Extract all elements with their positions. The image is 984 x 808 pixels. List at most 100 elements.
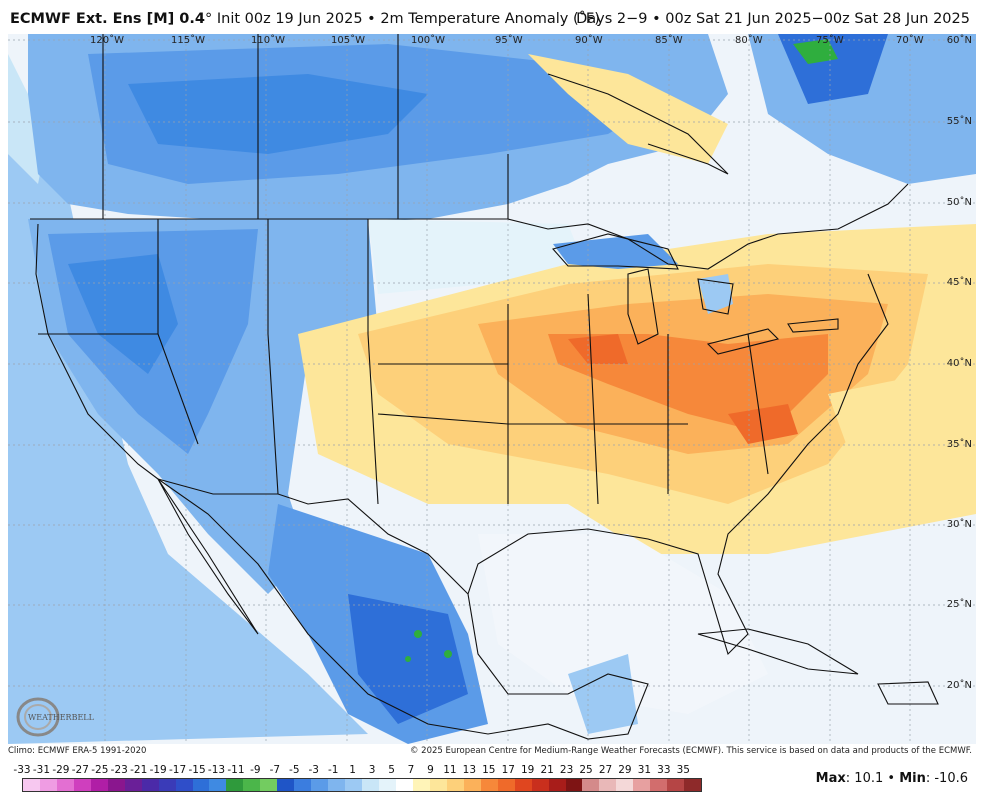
gulf-of-mexico (478, 534, 768, 714)
legend-swatch (243, 779, 261, 791)
legend-tick-label: 3 (368, 764, 376, 776)
hudson-warm-region (528, 54, 728, 164)
lat-label: 55˚N (946, 116, 972, 127)
legend-tick-label: -33 (13, 764, 31, 776)
legend-swatch (463, 779, 481, 791)
mexico-green-spot-2 (444, 650, 452, 658)
legend-tick-label: 19 (521, 764, 535, 776)
separator: • (883, 771, 900, 786)
legend-tick-label: 29 (618, 764, 632, 776)
weatherbell-logo: WEATHERBELL (14, 695, 100, 741)
copyright-note: © 2025 European Centre for Medium-Range … (409, 746, 972, 756)
max-min-readout: Max: 10.1 • Min: -10.6 (816, 771, 968, 786)
lake-huron-cool (698, 274, 733, 314)
legend-swatch (429, 779, 447, 791)
legend-tick-label: 1 (349, 764, 356, 776)
carolina-hottest (728, 404, 798, 444)
lat-label: 20˚N (946, 680, 972, 691)
legend-swatch (446, 779, 464, 791)
quebec-green-spot (793, 39, 838, 64)
graticule (8, 34, 976, 744)
legend-tick-label: 11 (443, 764, 457, 776)
lon-label: 95˚W (495, 35, 523, 46)
legend-tick-label: -7 (269, 764, 281, 776)
legend-swatch (226, 779, 244, 791)
legend-tick-label: 15 (482, 764, 496, 776)
lat-label: 25˚N (946, 599, 972, 610)
legend-tick-label: -19 (149, 764, 167, 776)
legend-swatch (23, 779, 40, 791)
legend-swatch (107, 779, 125, 791)
legend-swatch (514, 779, 532, 791)
temperature-anomaly-map: 120˚W 115˚W 110˚W 105˚W 100˚W 95˚W 90˚W … (8, 34, 976, 744)
legend-swatch (599, 779, 617, 791)
map-title: ECMWF Ext. Ens [M] 0.4° Init 00z 19 Jun … (10, 11, 600, 27)
legend-swatch (616, 779, 634, 791)
min-label: Min (899, 771, 926, 786)
lat-label: 40˚N (946, 358, 972, 369)
lon-label: 80˚W (735, 35, 763, 46)
lat-label: 60˚N (946, 35, 972, 46)
legend-tick-label: 17 (501, 764, 515, 776)
legend-swatch (667, 779, 685, 791)
max-label: Max (815, 771, 846, 786)
legend-swatch (192, 779, 210, 791)
legend-tick-label: -29 (52, 764, 70, 776)
legend-tick-label: 23 (559, 764, 574, 776)
climo-note: Climo: ECMWF ERA-5 1991-2020 (8, 746, 147, 756)
legend-tick-label: -15 (188, 764, 206, 776)
lat-label: 35˚N (946, 439, 972, 450)
legend-tick-label: -1 (327, 764, 339, 776)
legend-tick-label: -23 (110, 764, 128, 776)
legend-tick-label: 7 (407, 764, 415, 776)
great-basin-cold (68, 254, 178, 374)
legend-swatch (277, 779, 295, 791)
mexico-green-spot-3 (405, 656, 411, 662)
legend-swatch (124, 779, 142, 791)
min-value: : -10.6 (925, 771, 968, 786)
legend-tick-label: 13 (462, 764, 477, 776)
legend-tick-label: -17 (169, 764, 187, 776)
legend-swatch (158, 779, 176, 791)
legend-tick-label: -13 (207, 764, 226, 776)
illinois-hottest (568, 334, 628, 364)
lon-label: 120˚W (90, 35, 124, 46)
pacific-cool-region (8, 154, 368, 744)
mexico-green-spot-1 (414, 630, 422, 638)
lon-label: 85˚W (655, 35, 683, 46)
legend-tick-label: -25 (91, 764, 109, 776)
legend-tick-label: 31 (637, 764, 652, 776)
legend-tick-label: -9 (250, 764, 261, 776)
legend-swatch (328, 779, 346, 791)
logo-graphic: WEATHERBELL (16, 697, 95, 737)
legend-swatch (395, 779, 413, 791)
legend-tick-label: 33 (657, 764, 671, 776)
lake-superior-cool (553, 234, 678, 269)
lon-label: 75˚W (816, 35, 844, 46)
legend-swatch (684, 779, 702, 791)
bullet: • (367, 11, 376, 27)
color-legend (22, 778, 702, 792)
legend-swatch (209, 779, 227, 791)
lat-label: 45˚N (946, 277, 972, 288)
lat-label: 30˚N (946, 519, 972, 530)
legend-swatch (311, 779, 329, 791)
legend-swatch (175, 779, 193, 791)
logo-text: WEATHERBELL (28, 713, 95, 722)
legend-swatch (362, 779, 380, 791)
lon-label: 115˚W (171, 35, 205, 46)
legend-tick-label: 25 (579, 764, 593, 776)
political-borders (30, 34, 939, 740)
canada-core-cold (128, 74, 428, 154)
atlantic-warm-region (828, 364, 976, 504)
legend-ticks: -33 -31 -29 -27 -25 -23 -21 -19 -17 -15 -13 -11 -9 -7… (13, 764, 704, 778)
legend-tick-label: -27 (71, 764, 89, 776)
legend-swatch (345, 779, 363, 791)
legend-tick-label: -5 (289, 764, 300, 776)
legend-swatch (141, 779, 159, 791)
variable-name: 2m Temperature Anomaly (˚F) (380, 11, 600, 27)
legend-tick-label: -3 (308, 764, 319, 776)
legend-swatch (90, 779, 108, 791)
legend-swatch (39, 779, 57, 791)
legend-tick-label: 5 (388, 764, 395, 776)
